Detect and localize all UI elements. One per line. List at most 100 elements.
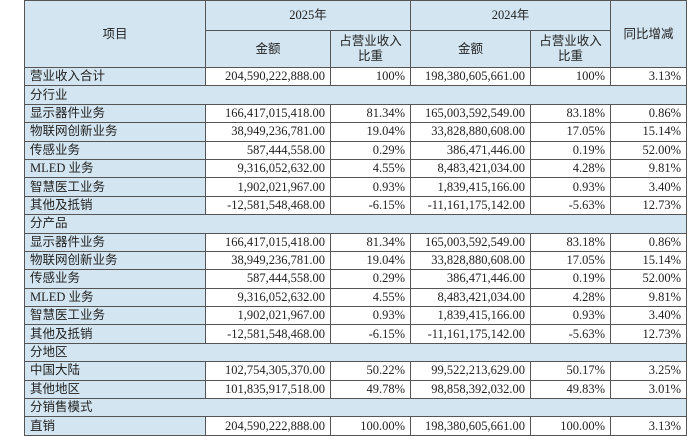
cell-value: 9,316,052,632.00 bbox=[205, 158, 331, 179]
table-row: 营业收入合计 204,590,222,888.00 100% 198,380,605,… bbox=[24, 66, 688, 87]
cell-value: 587,444,558.00 bbox=[205, 269, 331, 289]
cell-value: 19.04% bbox=[329, 250, 412, 271]
table-row: 显示器件业务 166,417,015,418.00 81.34% 165,003,59… bbox=[24, 232, 688, 252]
cell-value: 0.29% bbox=[329, 269, 412, 289]
cell-value: 101,835,917,518.00 bbox=[205, 379, 331, 400]
cell-value: 15.14% bbox=[610, 250, 688, 271]
table-row: 分地区 bbox=[23, 342, 688, 363]
cell-value: -5.63% bbox=[530, 324, 612, 344]
row-label: 其他地区 bbox=[24, 379, 206, 400]
table-row: 分销售模式 bbox=[23, 398, 688, 418]
cell-value: 17.05% bbox=[530, 122, 612, 142]
cell-value: 1,902,021,967.00 bbox=[205, 177, 331, 197]
cell-value: 50.22% bbox=[329, 361, 412, 381]
row-label: 其他及抵销 bbox=[24, 195, 206, 216]
cell-value: 102,754,305,370.00 bbox=[205, 361, 331, 381]
header-column: 金额 bbox=[410, 30, 532, 68]
cell-value: 165,003,592,549.00 bbox=[410, 232, 532, 252]
cell-value: 49.78% bbox=[329, 379, 412, 400]
header-year: 2024年 bbox=[410, 0, 612, 31]
table-row: 分产品 bbox=[23, 214, 688, 234]
table-row: 智慧医工业务 1,902,021,967.00 0.93% 1,839,415,166… bbox=[24, 177, 688, 197]
cell-value: -12,581,548,468.00 bbox=[205, 324, 331, 344]
cell-value: 0.19% bbox=[530, 269, 612, 289]
cell-value: 33,828,880,608.00 bbox=[410, 122, 532, 142]
table-row: 其他及抵销 -12,581,548,468.00 -6.15% -11,161,175… bbox=[24, 324, 688, 344]
cell-value: 52.00% bbox=[610, 140, 688, 160]
row-label: MLED 业务 bbox=[24, 287, 206, 308]
table-row: 分行业 bbox=[23, 85, 688, 105]
table-row: 智慧医工业务 1,902,021,967.00 0.93% 1,839,415,166… bbox=[24, 306, 688, 326]
header-column: 金额 bbox=[205, 30, 331, 68]
cell-value: 4.28% bbox=[530, 287, 612, 308]
cell-value: 386,471,446.00 bbox=[410, 140, 532, 160]
cell-value: 1,839,415,166.00 bbox=[410, 177, 532, 197]
cell-value: 204,590,222,888.00 bbox=[205, 66, 331, 87]
cell-value: 98,858,392,032.00 bbox=[410, 379, 532, 400]
cell-value: 3.13% bbox=[610, 416, 688, 436]
cell-value: 99,522,213,629.00 bbox=[410, 361, 532, 381]
header-year: 2025年 bbox=[204, 0, 412, 31]
header-column: 占营业收入比重 bbox=[329, 30, 412, 68]
cell-value: 3.40% bbox=[610, 306, 688, 326]
cell-value: 52.00% bbox=[610, 269, 688, 289]
row-label: 直销 bbox=[24, 416, 206, 436]
cell-value: -6.15% bbox=[329, 324, 412, 344]
table-row: 直销 204,590,222,888.00 100.00% 198,380,605,6… bbox=[24, 416, 688, 436]
cell-value: 3.25% bbox=[610, 361, 688, 381]
cell-value: 81.34% bbox=[329, 232, 412, 252]
row-label: 智慧医工业务 bbox=[24, 306, 206, 326]
table-row: MLED 业务 9,316,052,632.00 4.55% 8,483,421,03… bbox=[24, 158, 688, 179]
cell-value: 3.13% bbox=[610, 66, 688, 87]
cell-value: 0.29% bbox=[329, 140, 412, 160]
cell-value: 83.18% bbox=[530, 232, 612, 252]
section-label: 分销售模式 bbox=[23, 398, 688, 418]
revenue-table: 项目 2025年 2024年 同比增减 金额 占营业收入比重 金额 占营业收入比… bbox=[23, 0, 688, 436]
cell-value: 198,380,605,661.00 bbox=[410, 416, 532, 436]
table-row: MLED 业务 9,316,052,632.00 4.55% 8,483,421,03… bbox=[24, 287, 688, 308]
cell-value: 4.55% bbox=[329, 287, 412, 308]
cell-value: 38,949,236,781.00 bbox=[205, 122, 331, 142]
cell-value: 9.81% bbox=[610, 158, 688, 179]
cell-value: 198,380,605,661.00 bbox=[410, 66, 532, 87]
cell-value: 81.34% bbox=[329, 103, 412, 124]
row-label: 智慧医工业务 bbox=[24, 177, 206, 197]
row-label: 其他及抵销 bbox=[24, 324, 206, 344]
cell-value: 50.17% bbox=[530, 361, 612, 381]
cell-value: 166,417,015,418.00 bbox=[205, 103, 331, 124]
row-label: 传感业务 bbox=[24, 269, 206, 289]
cell-value: -11,161,175,142.00 bbox=[410, 195, 532, 216]
cell-value: 38,949,236,781.00 bbox=[205, 250, 331, 271]
cell-value: 100% bbox=[329, 66, 412, 87]
cell-value: 386,471,446.00 bbox=[410, 269, 532, 289]
table-row: 物联网创新业务 38,949,236,781.00 19.04% 33,828,880… bbox=[24, 250, 688, 271]
row-label: 显示器件业务 bbox=[24, 103, 206, 124]
cell-value: 33,828,880,608.00 bbox=[410, 250, 532, 271]
cell-value: 8,483,421,034.00 bbox=[410, 158, 532, 179]
table-row: 其他地区 101,835,917,518.00 49.78% 98,858,392,0… bbox=[24, 379, 688, 400]
cell-value: 4.28% bbox=[530, 158, 612, 179]
cell-value: 83.18% bbox=[530, 103, 612, 124]
cell-value: 0.86% bbox=[610, 232, 688, 252]
cell-value: 0.93% bbox=[329, 306, 412, 326]
cell-value: -5.63% bbox=[530, 195, 612, 216]
cell-value: 12.73% bbox=[610, 195, 688, 216]
cell-value: 17.05% bbox=[530, 250, 612, 271]
cell-value: 0.93% bbox=[329, 177, 412, 197]
cell-value: 587,444,558.00 bbox=[205, 140, 331, 160]
cell-value: 100.00% bbox=[329, 416, 412, 436]
cell-value: 0.19% bbox=[530, 140, 612, 160]
cell-value: 1,902,021,967.00 bbox=[205, 306, 331, 326]
table-row: 传感业务 587,444,558.00 0.29% 386,471,446.00 0.1… bbox=[24, 269, 688, 289]
cell-value: 100% bbox=[530, 66, 612, 87]
section-label: 分产品 bbox=[23, 214, 688, 234]
cell-value: 1,839,415,166.00 bbox=[410, 306, 532, 326]
cell-value: -11,161,175,142.00 bbox=[410, 324, 532, 344]
cell-value: 3.40% bbox=[610, 177, 688, 197]
cell-value: 166,417,015,418.00 bbox=[205, 232, 331, 252]
cell-value: 4.55% bbox=[329, 158, 412, 179]
cell-value: 9,316,052,632.00 bbox=[205, 287, 331, 308]
cell-value: 165,003,592,549.00 bbox=[410, 103, 532, 124]
table-row: 物联网创新业务 38,949,236,781.00 19.04% 33,828,880… bbox=[24, 122, 688, 142]
